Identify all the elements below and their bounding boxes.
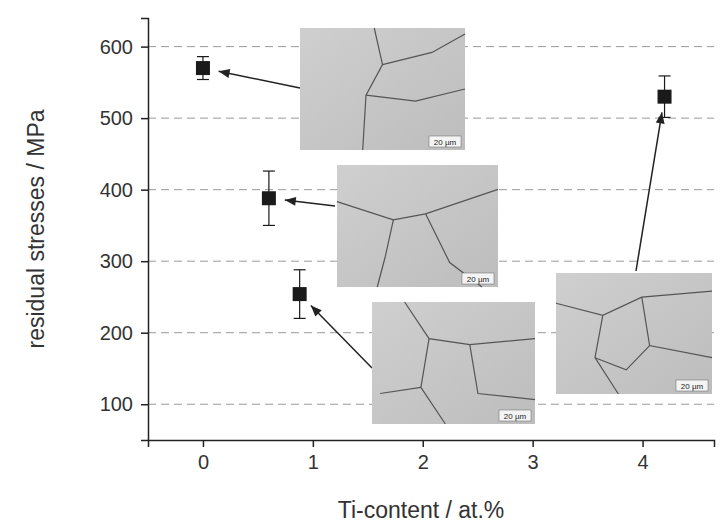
error-bar-cap — [294, 318, 306, 319]
crack — [642, 297, 712, 358]
point — [293, 287, 307, 301]
chart: 100 200 300 400 500 600 0 1 2 3 4 residual stresses… — [0, 0, 720, 532]
error-bar-cap — [263, 225, 275, 226]
tick: 100 — [100, 393, 148, 415]
arrow-head — [656, 112, 665, 124]
tick-label: 1 — [308, 451, 319, 473]
crack — [363, 28, 383, 150]
arrow — [311, 306, 372, 368]
error-bar — [197, 57, 209, 80]
tick-mark — [423, 440, 425, 447]
tick-mark — [313, 440, 315, 447]
x-axis: 0 1 2 3 4 — [149, 440, 715, 473]
tick: 500 — [100, 107, 148, 129]
crack — [556, 291, 712, 315]
tick-label: 2 — [418, 451, 429, 473]
tick-mark — [203, 440, 205, 447]
tick-label: 100 — [100, 393, 133, 415]
crack — [595, 346, 650, 370]
tick-mark — [141, 189, 148, 191]
error-bar — [659, 76, 671, 117]
arrow — [636, 112, 662, 271]
tick-mark — [141, 118, 148, 120]
tick-label: 400 — [100, 179, 133, 201]
tick: 200 — [100, 322, 148, 344]
scale-bar-label: 20 µm — [681, 382, 704, 391]
x-axis-title: Ti-content / at.% — [338, 497, 505, 523]
error-bar — [294, 270, 306, 319]
axis-line — [141, 19, 149, 441]
tick-mark — [141, 46, 148, 48]
tick-label: 0 — [198, 451, 209, 473]
tick-label: 600 — [100, 36, 133, 58]
tick-mark — [642, 440, 644, 447]
micrograph: 20 µm — [337, 165, 498, 287]
tick: 600 — [100, 36, 148, 58]
micrograph: 20 µm — [300, 28, 465, 150]
error-bar-cap — [263, 170, 275, 171]
crack — [383, 34, 466, 65]
axis-line — [149, 441, 715, 448]
tick: 0 — [198, 440, 209, 473]
micrograph-background — [337, 165, 498, 287]
crack — [377, 220, 393, 287]
arrow-head — [285, 197, 296, 206]
scale-bar-box — [499, 410, 531, 421]
crack — [405, 302, 535, 345]
y-axis: 100 200 300 400 500 600 — [100, 19, 149, 441]
y-axis-title: residual stresses / MPa — [23, 109, 49, 348]
scale-bar-box — [462, 273, 494, 284]
crack — [380, 387, 421, 393]
tick-mark — [141, 261, 148, 263]
tick-mark — [532, 440, 534, 447]
micrograph-background — [300, 28, 465, 150]
point — [658, 90, 672, 104]
micrograph: 20 µm — [372, 302, 535, 424]
scale-bar-label: 20 µm — [467, 275, 490, 284]
tick-label: 4 — [638, 451, 649, 473]
arrow-head — [311, 306, 322, 317]
scale-bar-box — [429, 136, 461, 147]
crack — [421, 339, 445, 424]
arrow — [219, 71, 300, 88]
tick-label: 3 — [528, 451, 539, 473]
scale-bar-box — [676, 380, 708, 391]
error-bar — [263, 171, 275, 225]
error-bar-cap — [294, 269, 306, 270]
tick-label: 200 — [100, 322, 133, 344]
arrow-head — [219, 69, 231, 78]
tick-label: 300 — [100, 250, 133, 272]
tick-label: 500 — [100, 107, 133, 129]
crack — [366, 89, 465, 101]
crack — [470, 345, 535, 400]
plot: 100 200 300 400 500 600 0 1 2 3 4 — [100, 19, 715, 474]
tick-mark — [141, 332, 148, 334]
tick: 3 — [528, 440, 539, 473]
crack — [595, 315, 618, 394]
scale-bar-label: 20 µm — [504, 412, 527, 421]
micrograph-background — [372, 302, 535, 424]
tick: 2 — [418, 440, 429, 473]
tick: 4 — [638, 440, 649, 473]
scale-bar-label: 20 µm — [434, 138, 457, 147]
point — [196, 61, 210, 75]
error-bar-cap — [659, 75, 671, 76]
tick: 1 — [308, 440, 319, 473]
insets: 20 µm 20 µm 20 µm 20 µm — [219, 28, 712, 424]
error-bar-cap — [197, 79, 209, 80]
error-bar-cap — [197, 56, 209, 57]
point — [262, 191, 276, 205]
tick: 400 — [100, 179, 148, 201]
micrograph-background — [556, 273, 712, 394]
crack — [337, 189, 498, 220]
tick: 300 — [100, 250, 148, 272]
tick-mark — [141, 404, 148, 406]
micrograph: 20 µm — [556, 273, 712, 394]
